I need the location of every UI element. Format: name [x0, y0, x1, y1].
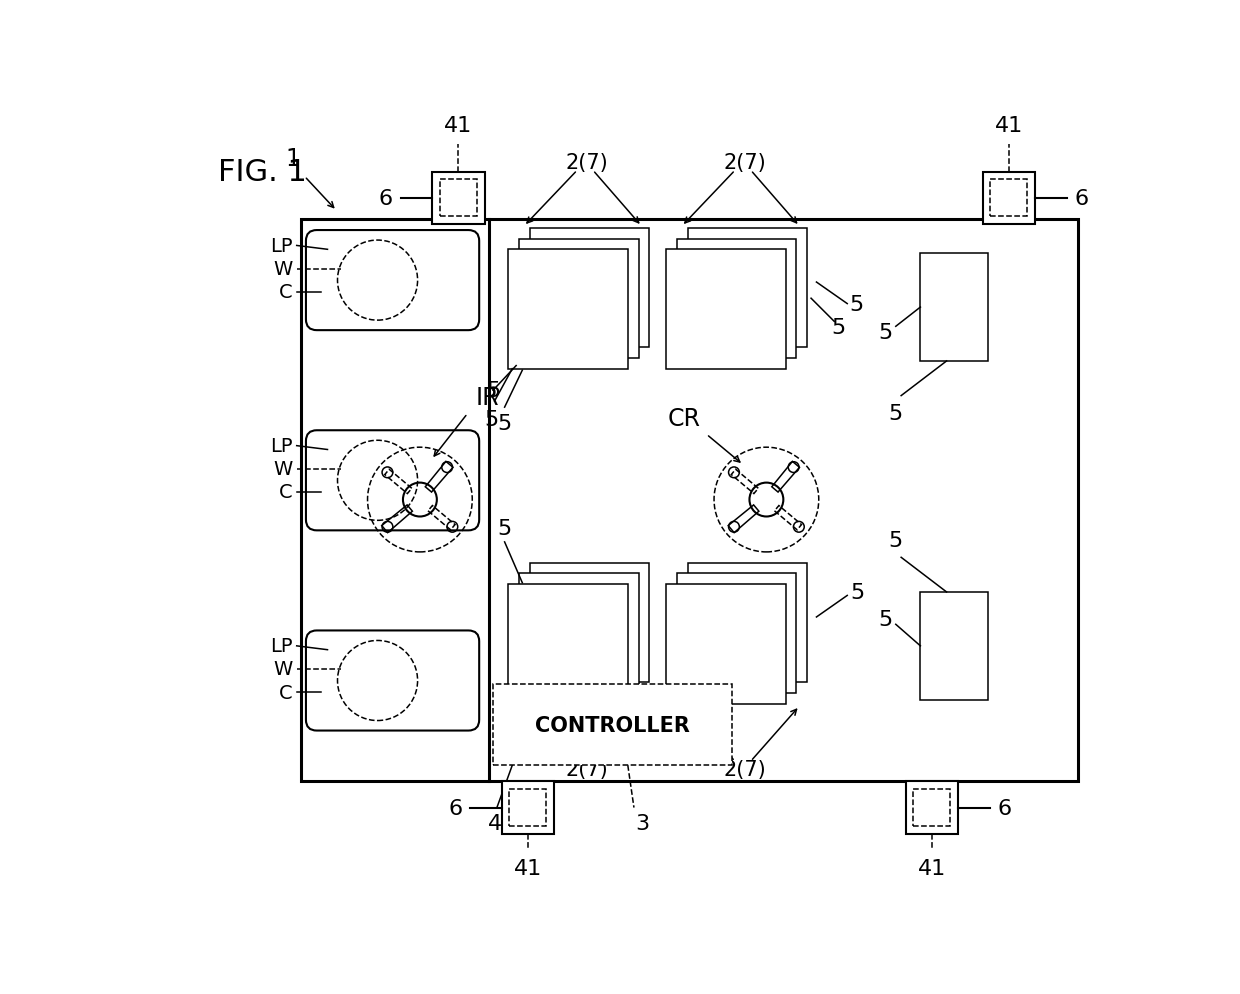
- Text: 5: 5: [889, 530, 903, 550]
- Text: 41: 41: [918, 858, 946, 878]
- Text: 3: 3: [635, 813, 650, 833]
- Text: LP: LP: [270, 637, 293, 656]
- Text: 5: 5: [485, 410, 498, 429]
- Text: CR: CR: [668, 407, 701, 430]
- Bar: [905, 781, 959, 834]
- Text: 5: 5: [497, 414, 512, 433]
- Text: LP: LP: [270, 237, 293, 255]
- Text: C: C: [279, 683, 293, 702]
- FancyBboxPatch shape: [306, 631, 479, 731]
- Bar: [677, 240, 796, 359]
- Text: C: C: [279, 483, 293, 502]
- Text: 6: 6: [997, 798, 1012, 818]
- Bar: [440, 180, 477, 217]
- FancyBboxPatch shape: [306, 430, 479, 531]
- Text: 2(7): 2(7): [723, 153, 766, 173]
- Text: 41: 41: [513, 858, 542, 878]
- Text: W: W: [274, 460, 293, 479]
- Text: 41: 41: [444, 115, 472, 135]
- Bar: [494, 685, 732, 765]
- Bar: [677, 574, 796, 693]
- Bar: [688, 229, 807, 348]
- Bar: [666, 250, 786, 370]
- Text: 1: 1: [285, 147, 300, 171]
- Text: 5: 5: [851, 582, 864, 602]
- Text: LP: LP: [270, 436, 293, 455]
- Text: 5: 5: [831, 318, 846, 338]
- Bar: [520, 240, 639, 359]
- FancyBboxPatch shape: [306, 231, 479, 331]
- Bar: [508, 250, 627, 370]
- Bar: [433, 172, 485, 225]
- Bar: [688, 564, 807, 682]
- Text: 6: 6: [448, 798, 463, 818]
- Text: 5: 5: [849, 294, 864, 314]
- Text: CONTROLLER: CONTROLLER: [534, 715, 689, 735]
- Bar: [300, 220, 1079, 781]
- Bar: [520, 574, 639, 693]
- Bar: [920, 253, 988, 362]
- Text: 41: 41: [994, 115, 1023, 135]
- Bar: [529, 564, 650, 682]
- Text: IR: IR: [475, 386, 498, 410]
- Text: 2(7): 2(7): [723, 759, 766, 779]
- Text: 5: 5: [486, 381, 500, 401]
- Text: 2(7): 2(7): [565, 153, 608, 173]
- Text: W: W: [274, 259, 293, 278]
- Bar: [666, 584, 786, 704]
- Bar: [991, 180, 1028, 217]
- Bar: [508, 584, 627, 704]
- Bar: [914, 789, 950, 826]
- Text: 5: 5: [889, 404, 903, 423]
- Text: 5: 5: [497, 519, 512, 539]
- Bar: [983, 172, 1035, 225]
- Text: 2(7): 2(7): [565, 759, 608, 779]
- Text: 6: 6: [1074, 189, 1089, 209]
- Text: 5: 5: [878, 609, 893, 629]
- Text: 4: 4: [487, 813, 502, 833]
- Bar: [510, 789, 546, 826]
- Text: 6: 6: [379, 189, 393, 209]
- Bar: [529, 229, 650, 348]
- Bar: [920, 592, 988, 700]
- Text: W: W: [274, 660, 293, 679]
- Bar: [501, 781, 554, 834]
- Text: 5: 5: [878, 322, 893, 342]
- Text: C: C: [279, 283, 293, 302]
- Text: FIG. 1: FIG. 1: [218, 158, 308, 187]
